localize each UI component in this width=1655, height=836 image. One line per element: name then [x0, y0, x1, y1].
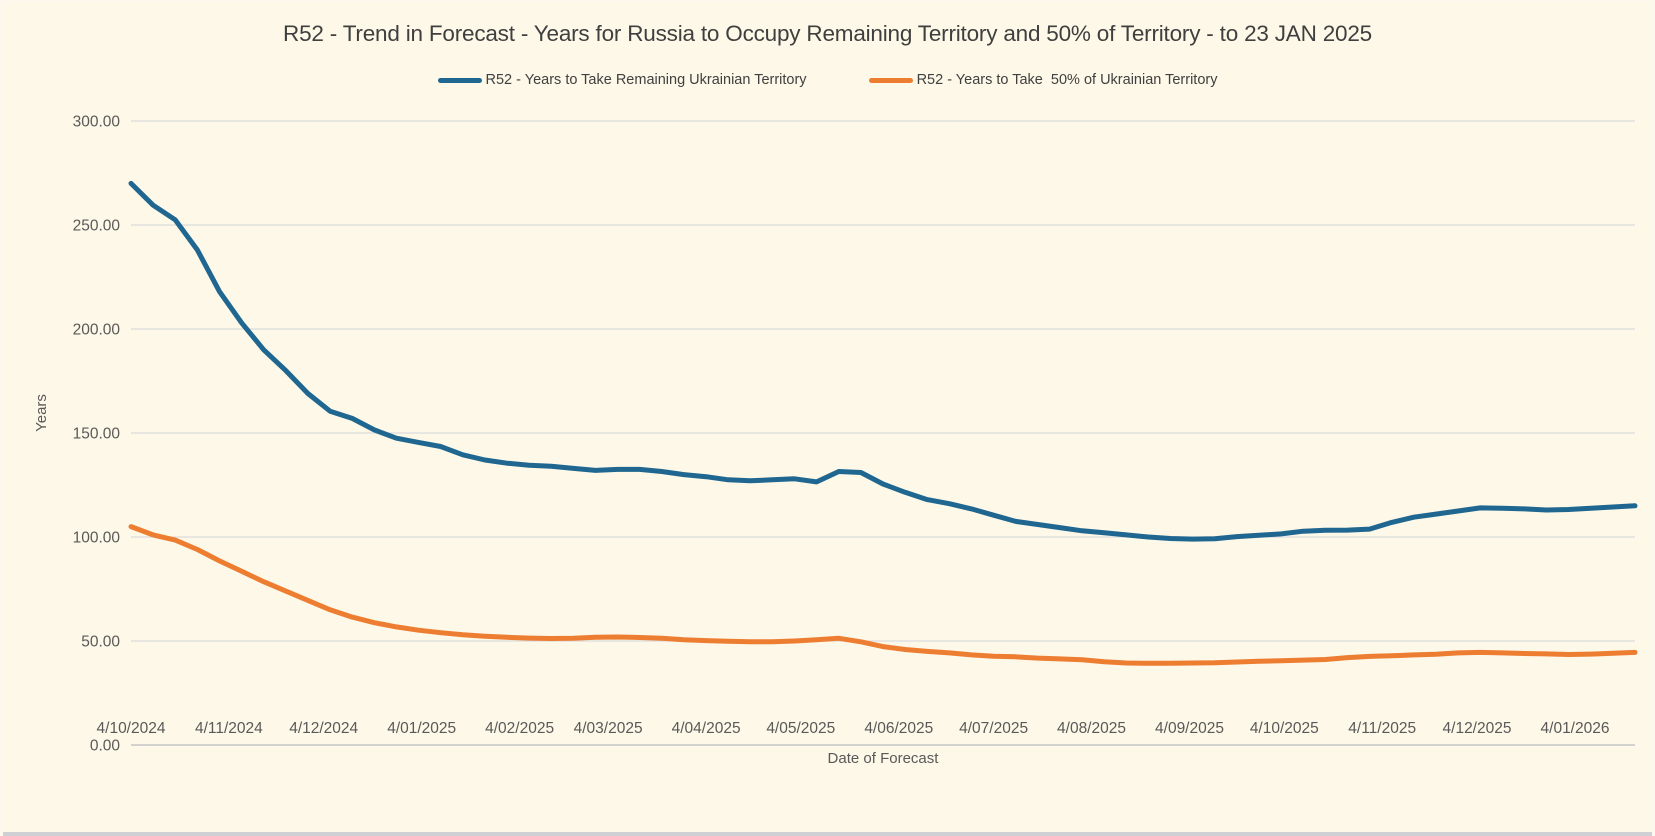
y-tick-label: 150.00 — [73, 426, 121, 443]
chart-title: R52 - Trend in Forecast - Years for Russ… — [283, 21, 1372, 46]
y-tick-label: 100.00 — [73, 530, 121, 547]
legend-label: R52 - Years to Take Remaining Ukrainian … — [485, 72, 807, 88]
x-axis-title: Date of Forecast — [827, 750, 939, 767]
y-tick-label: 0.00 — [90, 738, 121, 755]
series-line-remaining-territory[interactable] — [128, 180, 1638, 542]
y-tick-label: 200.00 — [73, 322, 121, 339]
legend-item-50pct-territory[interactable]: R52 - Years to Take 50% of Ukrainian Ter… — [868, 72, 1218, 88]
x-tick-label: 4/02/2025 — [485, 720, 554, 737]
x-tick-label: 4/10/2024 — [97, 720, 166, 737]
chart-legend: R52 - Years to Take Remaining Ukrainian … — [3, 72, 1652, 88]
legend-label: R52 - Years to Take 50% of Ukrainian Ter… — [916, 72, 1218, 88]
y-tick-label: 250.00 — [73, 218, 121, 235]
x-tick-label: 4/11/2024 — [195, 720, 263, 737]
plot-area: 0.00 50.00 100.00 150.00 200.00 250.00 300.00 4… — [73, 114, 1638, 755]
x-tick-label: 4/08/2025 — [1057, 720, 1126, 737]
x-tick-label: 4/09/2025 — [1155, 720, 1224, 737]
x-tick-label: 4/07/2025 — [959, 720, 1028, 737]
x-tick-label: 4/10/2025 — [1250, 720, 1319, 737]
x-tick-label: 4/11/2025 — [1348, 720, 1416, 737]
series-line-50pct-territory[interactable] — [128, 524, 1638, 666]
x-tick-label: 4/04/2025 — [672, 720, 741, 737]
x-tick-label: 4/12/2025 — [1443, 720, 1512, 737]
legend-item-remaining-territory[interactable]: R52 - Years to Take Remaining Ukrainian … — [437, 72, 807, 88]
bottom-edge-bar — [3, 832, 1652, 836]
x-tick-label: 4/05/2025 — [766, 720, 835, 737]
x-tick-label: 4/01/2026 — [1541, 720, 1610, 737]
x-tick-label: 4/01/2025 — [387, 720, 456, 737]
legend-swatch-blue-line — [437, 77, 482, 83]
legend-swatch-orange-line — [868, 77, 913, 83]
y-tick-label: 50.00 — [81, 634, 120, 651]
y-tick-label: 300.00 — [73, 114, 121, 131]
x-tick-label: 4/03/2025 — [574, 720, 643, 737]
x-tick-label: 4/06/2025 — [864, 720, 933, 737]
x-tick-label: 4/12/2024 — [289, 720, 358, 737]
